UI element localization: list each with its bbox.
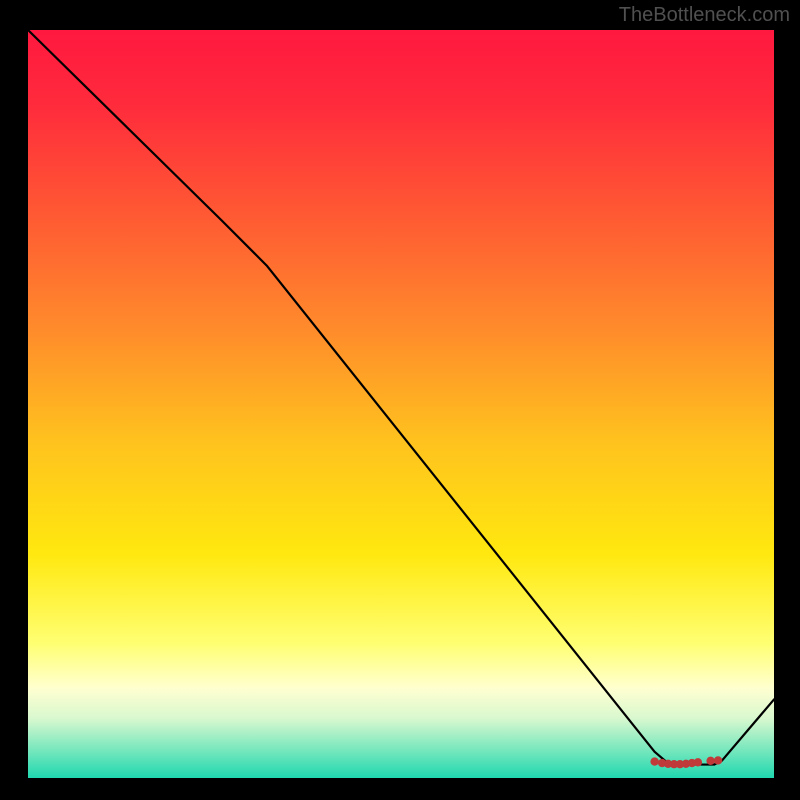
marker-point bbox=[706, 757, 714, 765]
plot-area bbox=[28, 30, 774, 778]
chart-svg bbox=[28, 30, 774, 778]
watermark-label: TheBottleneck.com bbox=[619, 4, 790, 27]
gradient-background bbox=[28, 30, 774, 778]
marker-point bbox=[650, 757, 658, 765]
marker-point bbox=[714, 756, 722, 764]
marker-point bbox=[694, 758, 702, 766]
